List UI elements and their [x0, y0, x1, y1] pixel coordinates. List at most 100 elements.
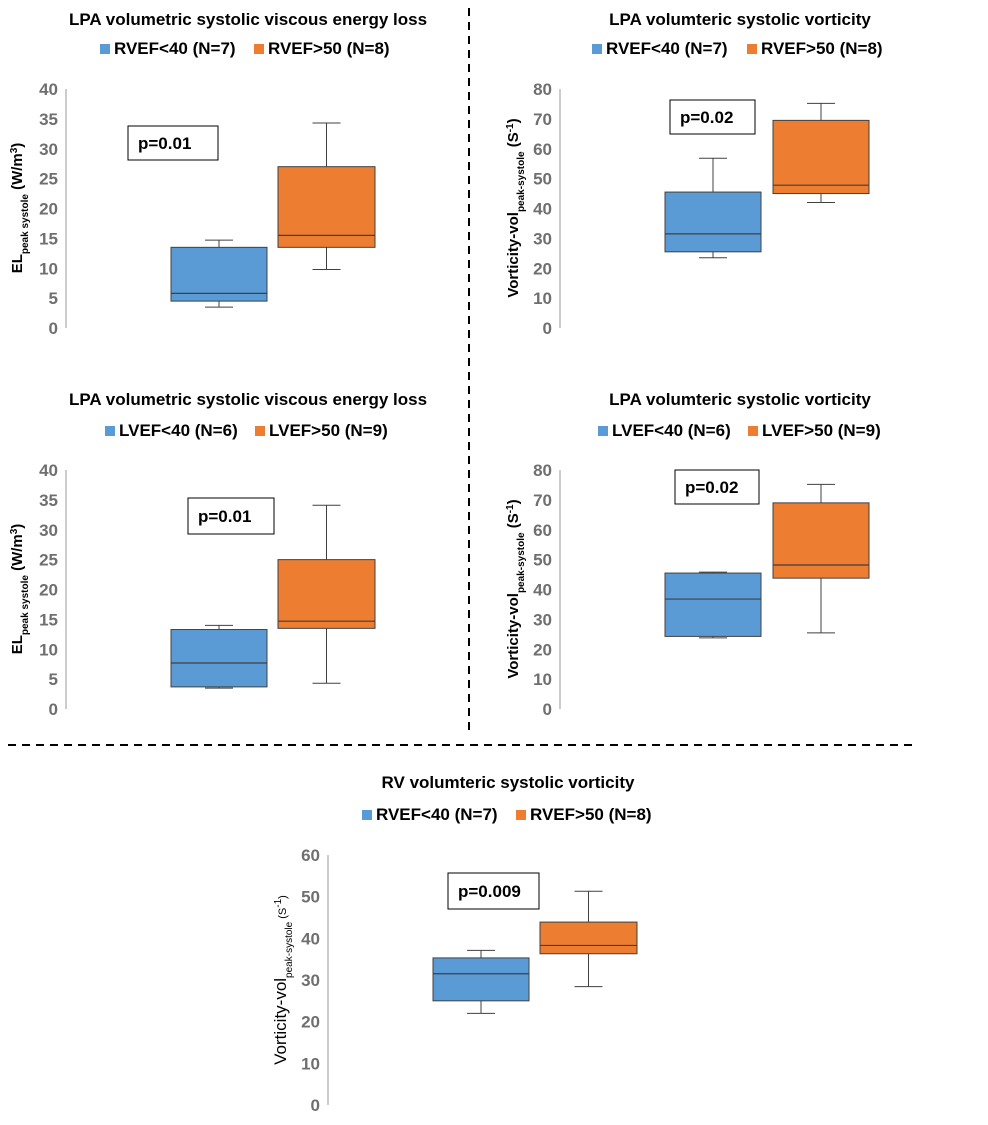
- legend-label-2: LVEF>50 (N=9): [269, 421, 388, 440]
- chart-p4: LPA volumteric systolic vorticity LVEF<40…: [505, 390, 881, 719]
- box-body: [170, 629, 268, 688]
- legend-swatch-1: [592, 44, 602, 54]
- y-tick-label: 40: [39, 80, 58, 99]
- box-1: [170, 624, 268, 689]
- chart-p3: LPA volumetric systolic viscous energy l…: [9, 390, 428, 719]
- y-tick-label: 25: [39, 551, 58, 570]
- box-body: [772, 502, 870, 579]
- y-axis-label: Vorticity-volpeak-systole (S-1): [505, 499, 527, 678]
- legend-label-1: RVEF<40 (N=7): [376, 805, 498, 824]
- y-tick-label: 30: [39, 521, 58, 540]
- box-2: [539, 890, 638, 988]
- pvalue-box: [187, 497, 275, 535]
- box-body: [432, 957, 530, 1002]
- pvalue-label: p=0.01: [138, 134, 191, 153]
- y-tick-label: 10: [533, 289, 552, 308]
- pvalue-box: [669, 99, 756, 135]
- box-body: [772, 119, 870, 195]
- y-tick-label: 50: [301, 888, 320, 907]
- box-2: [772, 102, 870, 204]
- chart-p2: LPA volumteric systolic vorticity RVEF<40…: [505, 10, 883, 338]
- pvalue-box: [447, 872, 540, 910]
- legend-swatch-1: [105, 426, 115, 436]
- y-tick-label: 0: [543, 700, 552, 719]
- box-body: [277, 166, 376, 248]
- y-tick-label: 0: [49, 319, 58, 338]
- box-body: [277, 559, 376, 629]
- y-tick-label: 10: [39, 640, 58, 659]
- y-tick-label: 20: [39, 200, 58, 219]
- box-1: [664, 571, 762, 639]
- pvalue-label: p=0.01: [198, 507, 251, 526]
- chart-title: RV volumteric systolic vorticity: [382, 773, 635, 792]
- y-tick-label: 0: [311, 1096, 320, 1115]
- legend-label-1: LVEF<40 (N=6): [119, 421, 238, 440]
- y-tick-label: 10: [39, 259, 58, 278]
- legend-label-1: LVEF<40 (N=6): [612, 421, 731, 440]
- box-body: [664, 572, 762, 637]
- pvalue-label: p=0.02: [685, 478, 738, 497]
- y-tick-label: 60: [301, 846, 320, 865]
- box-2: [772, 483, 870, 634]
- legend-swatch-1: [362, 810, 372, 820]
- y-tick-label: 0: [543, 319, 552, 338]
- legend-label-1: RVEF<40 (N=7): [606, 39, 728, 58]
- y-tick-label: 25: [39, 170, 58, 189]
- y-tick-label: 50: [533, 170, 552, 189]
- legend-swatch-2: [254, 44, 264, 54]
- y-tick-label: 40: [533, 200, 552, 219]
- y-tick-label: 30: [533, 610, 552, 629]
- y-tick-label: 5: [49, 289, 58, 308]
- y-axis-label: ELpeak systole (W/m3): [9, 143, 31, 274]
- legend-swatch-1: [100, 44, 110, 54]
- chart-p5: RV volumteric systolic vorticity RVEF<40 …: [271, 773, 652, 1115]
- y-tick-label: 20: [39, 581, 58, 600]
- y-tick-label: 20: [301, 1013, 320, 1032]
- box-body: [664, 191, 762, 253]
- y-tick-label: 15: [39, 610, 58, 629]
- legend-label-2: RVEF>50 (N=8): [530, 805, 652, 824]
- y-axis-label: ELpeak systole (W/m3): [9, 524, 31, 655]
- pvalue-label: p=0.02: [680, 108, 733, 127]
- box-1: [664, 157, 762, 259]
- y-tick-label: 80: [533, 461, 552, 480]
- y-tick-label: 20: [533, 640, 552, 659]
- y-tick-label: 70: [533, 110, 552, 129]
- pvalue-box: [674, 469, 760, 505]
- legend-swatch-1: [598, 426, 608, 436]
- y-tick-label: 35: [39, 110, 58, 129]
- chart-title: LPA volumetric systolic viscous energy l…: [69, 10, 427, 29]
- y-tick-label: 30: [533, 229, 552, 248]
- box-1: [432, 949, 530, 1014]
- y-tick-label: 70: [533, 491, 552, 510]
- chart-panels: LPA volumetric systolic viscous energy l…: [9, 10, 883, 1115]
- legend-swatch-2: [748, 426, 758, 436]
- pvalue-label: p=0.009: [458, 882, 521, 901]
- y-tick-label: 10: [301, 1054, 320, 1073]
- chart-p1: LPA volumetric systolic viscous energy l…: [9, 10, 428, 338]
- y-tick-label: 35: [39, 491, 58, 510]
- legend-swatch-2: [516, 810, 526, 820]
- legend-swatch-2: [747, 44, 757, 54]
- y-tick-label: 20: [533, 259, 552, 278]
- legend-label-2: RVEF>50 (N=8): [761, 39, 883, 58]
- y-tick-label: 15: [39, 229, 58, 248]
- y-tick-label: 40: [39, 461, 58, 480]
- legend-label-2: LVEF>50 (N=9): [762, 421, 881, 440]
- box-body: [539, 921, 638, 955]
- y-axis-label: Vorticity-volpeak-systole (S-1): [271, 895, 295, 1065]
- y-tick-label: 80: [533, 80, 552, 99]
- y-tick-label: 0: [49, 700, 58, 719]
- y-tick-label: 5: [49, 670, 58, 689]
- box-2: [277, 122, 376, 270]
- chart-title: LPA volumteric systolic vorticity: [609, 390, 871, 409]
- y-axis-label: Vorticity-volpeak-systole (S-1): [505, 118, 527, 297]
- box-body: [170, 246, 268, 302]
- pvalue-box: [127, 125, 219, 161]
- legend-label-2: RVEF>50 (N=8): [268, 39, 390, 58]
- box-2: [277, 504, 376, 684]
- y-tick-label: 60: [533, 140, 552, 159]
- chart-title: LPA volumetric systolic viscous energy l…: [69, 390, 427, 409]
- legend-label-1: RVEF<40 (N=7): [114, 39, 236, 58]
